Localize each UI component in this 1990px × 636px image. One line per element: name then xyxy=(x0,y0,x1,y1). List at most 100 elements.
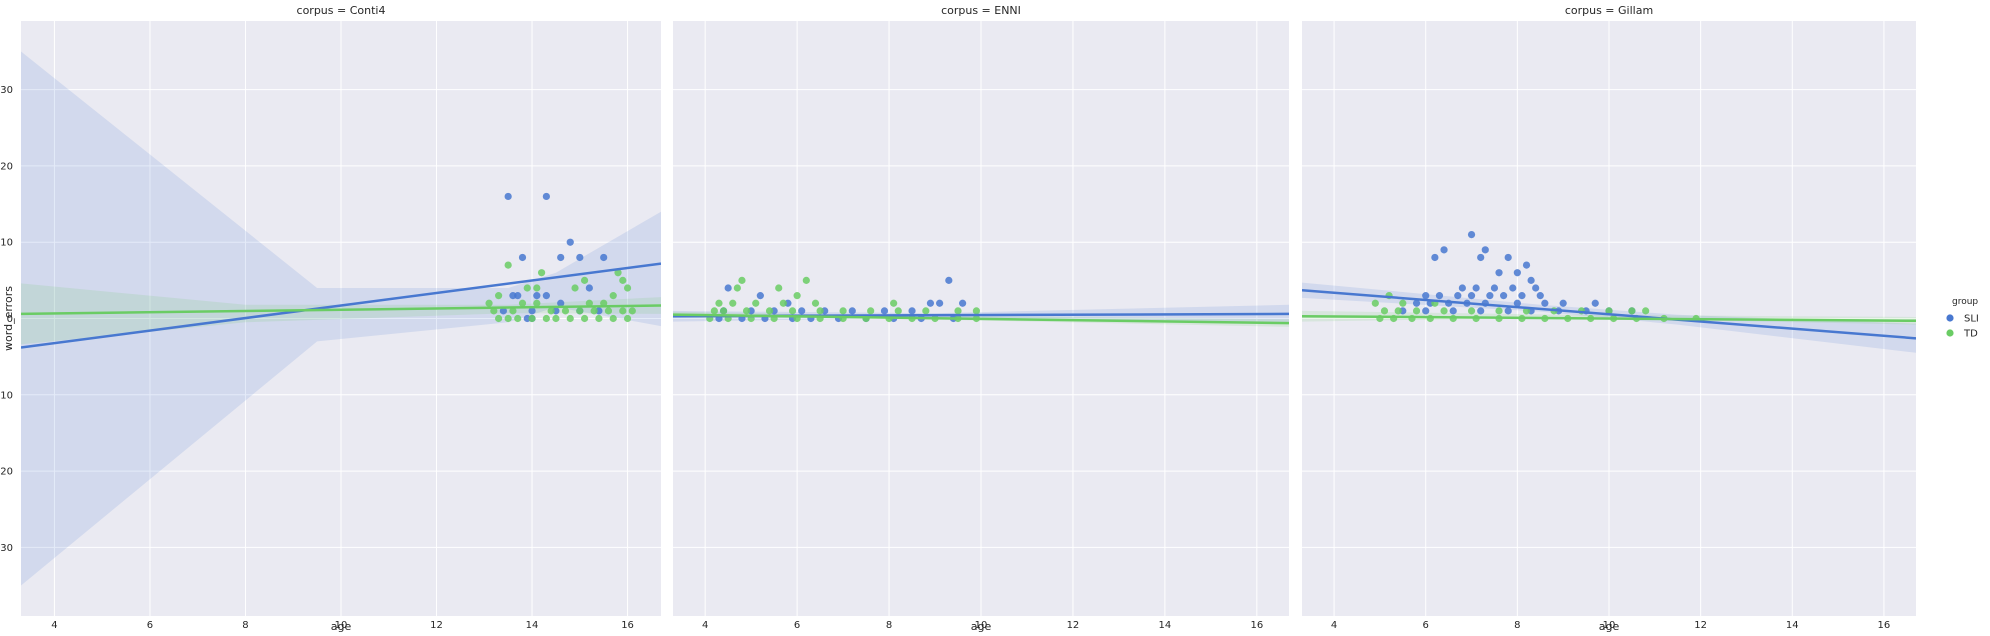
y-tick-label: -30 xyxy=(0,543,13,554)
x-tick-label: 12 xyxy=(430,620,443,631)
facet-panel-3: 4 6 8 10 12 14 16 corpus = Gillam age xyxy=(1302,4,1916,633)
panel-title: corpus = Gillam xyxy=(1565,4,1653,17)
data-point-sli xyxy=(557,299,565,307)
data-point-td xyxy=(619,307,627,315)
plot-area xyxy=(1302,230,1916,353)
data-point-sli xyxy=(514,292,522,300)
data-point-sli xyxy=(1509,284,1517,292)
data-point-td xyxy=(561,307,570,315)
data-point-sli xyxy=(880,307,889,315)
data-point-sli xyxy=(756,292,764,300)
x-axis-title: age xyxy=(1599,620,1620,633)
data-point-td xyxy=(1495,307,1503,315)
panel-title: corpus = ENNI xyxy=(941,4,1021,17)
data-point-sli xyxy=(1454,292,1462,300)
data-point-td xyxy=(619,276,627,284)
data-point-td xyxy=(738,276,746,284)
data-point-td xyxy=(504,261,512,269)
data-point-td xyxy=(580,276,589,284)
data-point-td xyxy=(1394,307,1402,315)
data-point-td xyxy=(523,284,531,292)
data-point-sli xyxy=(1481,246,1489,254)
data-point-td xyxy=(890,299,898,307)
x-tick-label: 6 xyxy=(1423,620,1429,631)
data-point-td xyxy=(811,299,820,307)
data-point-td xyxy=(585,299,593,307)
data-point-td xyxy=(775,284,783,292)
data-point-sli xyxy=(557,253,565,262)
data-point-td xyxy=(604,307,613,315)
data-point-td xyxy=(788,307,797,315)
data-point-td xyxy=(609,314,617,323)
facet-panel-1: 4 6 8 10 12 14 16 -30 -20 -10 0 10 20 30 corpus = Cont… xyxy=(0,4,661,633)
y-tick-label: 10 xyxy=(0,238,13,249)
data-point-td xyxy=(533,284,541,292)
x-tick-label: 8 xyxy=(886,620,892,631)
legend: group SLI TD xyxy=(1946,297,1979,340)
legend-marker-td xyxy=(1946,329,1954,337)
data-point-sli xyxy=(533,292,541,300)
data-point-sli xyxy=(542,292,550,300)
y-tick-label: -10 xyxy=(0,390,13,401)
panel-title: corpus = Conti4 xyxy=(297,4,386,17)
data-point-sli xyxy=(1504,307,1512,315)
x-tick-label: 10 xyxy=(975,620,988,631)
plot-area xyxy=(21,51,661,586)
data-point-sli xyxy=(724,284,732,292)
x-axis-title: age xyxy=(971,620,992,633)
data-point-sli xyxy=(1467,230,1476,239)
data-point-sli xyxy=(1591,299,1599,307)
data-point-sli xyxy=(600,253,608,262)
data-point-td xyxy=(894,307,902,315)
legend-label-td: TD xyxy=(1963,329,1978,340)
data-point-td xyxy=(867,307,875,315)
data-point-sli xyxy=(518,253,527,262)
data-point-td xyxy=(542,314,550,323)
regression-line-td xyxy=(21,304,661,316)
data-point-sli xyxy=(945,276,953,284)
data-point-sli xyxy=(798,307,806,315)
data-point-sli xyxy=(936,299,944,307)
y-tick-label: 20 xyxy=(0,161,13,172)
data-point-sli xyxy=(1458,284,1466,292)
plot-area xyxy=(673,276,1289,327)
data-point-sli xyxy=(1422,292,1430,300)
data-point-td xyxy=(729,299,737,307)
data-point-td xyxy=(571,284,579,292)
confidence-band-td xyxy=(21,283,661,345)
data-point-sli xyxy=(1541,299,1549,307)
data-point-sli xyxy=(1513,299,1521,307)
data-point-td xyxy=(509,307,517,315)
data-point-sli xyxy=(1472,284,1480,292)
x-tick-label: 4 xyxy=(51,620,57,631)
x-tick-label: 14 xyxy=(1159,620,1172,631)
data-point-sli xyxy=(1422,307,1430,315)
data-point-sli xyxy=(959,299,967,307)
x-tick-label: 14 xyxy=(1786,620,1799,631)
data-point-td xyxy=(1440,307,1448,315)
legend-label-sli: SLI xyxy=(1964,314,1979,325)
data-point-sli xyxy=(1536,292,1544,300)
data-point-sli xyxy=(1440,246,1448,254)
data-point-sli xyxy=(1477,253,1485,262)
facet-panel-2: 4 6 8 10 12 14 16 corpus = ENNI age xyxy=(673,4,1289,633)
x-tick-label: 8 xyxy=(242,620,248,631)
x-tick-label: 12 xyxy=(1694,620,1707,631)
data-point-td xyxy=(495,314,503,323)
data-point-td xyxy=(742,307,751,315)
confidence-band-sli xyxy=(21,51,661,586)
x-tick-label: 6 xyxy=(794,620,800,631)
data-point-td xyxy=(623,284,632,292)
data-point-sli xyxy=(504,192,512,201)
x-axis-title: age xyxy=(331,620,352,633)
data-point-sli xyxy=(542,192,550,201)
data-point-td xyxy=(710,307,718,315)
data-point-sli xyxy=(1504,253,1512,262)
data-point-sli xyxy=(566,238,574,246)
data-point-td xyxy=(518,299,527,307)
data-point-td xyxy=(839,307,847,315)
data-point-sli xyxy=(499,307,507,315)
data-point-sli xyxy=(1435,292,1444,300)
data-point-sli xyxy=(1518,292,1526,300)
